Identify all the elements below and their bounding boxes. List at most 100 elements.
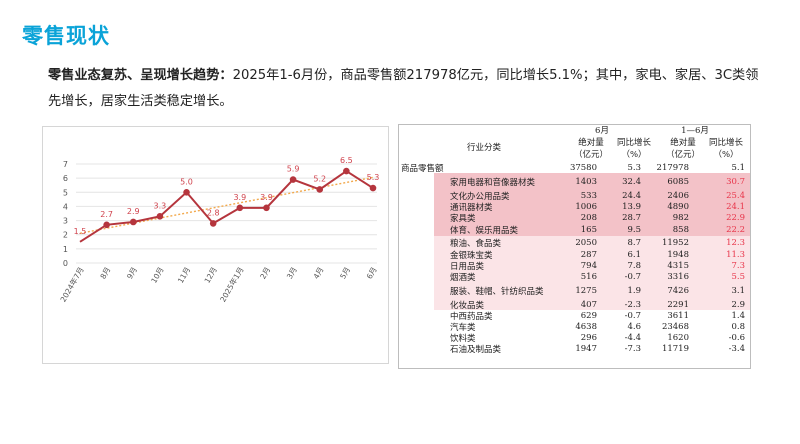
x-tick-label: 6月 (365, 266, 379, 281)
x-tick-label: 2月 (258, 266, 272, 281)
data-label: 5.3 (367, 173, 380, 182)
june-growth: 32.4 (622, 176, 641, 187)
data-point (103, 221, 110, 229)
row-highlight (434, 260, 750, 271)
x-tick-label: 2024年7月 (58, 265, 86, 304)
june-value: 1403 (575, 176, 597, 187)
table-row: 汽车类 4638 4.6 23468 0.8 (399, 321, 750, 333)
data-label: 3.9 (233, 193, 246, 202)
h1-value: 3611 (667, 310, 689, 321)
row-highlight (434, 212, 750, 223)
h1-growth: 0.8 (731, 321, 745, 332)
table-row: 饮料类 296 -4.4 1620 -0.6 (399, 332, 750, 344)
june-value: 516 (580, 271, 597, 282)
category-name: 通讯器材类 (450, 202, 493, 213)
h1-value: 4890 (667, 201, 689, 212)
y-tick-label: 2 (63, 231, 68, 240)
june-growth: -4.4 (624, 332, 641, 343)
june-value: 208 (580, 212, 597, 223)
june-growth: -2.3 (624, 299, 641, 310)
category-name: 日用品类 (450, 261, 485, 272)
june-growth: 5.3 (627, 163, 641, 173)
data-point (183, 188, 190, 196)
x-tick-label: 2025年1月 (217, 265, 245, 304)
june-value: 4638 (575, 321, 597, 332)
h1-growth: 30.7 (726, 176, 745, 187)
h1-value: 1620 (667, 332, 689, 343)
h1-value: 2406 (667, 190, 689, 201)
row-highlight (434, 173, 750, 190)
data-label: 2.7 (100, 210, 113, 219)
category-name: 化妆品类 (450, 300, 485, 311)
data-label: 2.9 (127, 207, 140, 216)
june-growth: 13.9 (622, 201, 641, 212)
header-category: 行业分类 (466, 143, 501, 153)
table-row: 商品零售额 37580 5.3 217978 5.1 (399, 163, 750, 174)
h1-growth: 12.3 (726, 237, 745, 248)
data-point (289, 176, 297, 183)
table-row: 烟酒类 516 -0.7 3316 5.5 (399, 271, 750, 283)
table-row: 金银珠宝类 287 6.1 1948 11.3 (399, 249, 750, 261)
h1-growth: 7.3 (731, 260, 745, 271)
table-row: 日用品类 794 7.8 4315 7.3 (399, 260, 750, 272)
june-value: 296 (580, 332, 597, 343)
row-highlight (434, 299, 750, 310)
row-highlight (434, 282, 750, 299)
header-yoy-june: 同比增长 (616, 138, 651, 148)
june-growth: 1.9 (627, 285, 641, 296)
june-value: 165 (580, 224, 597, 235)
data-label: 1.5 (74, 227, 87, 236)
june-value: 533 (580, 190, 597, 201)
june-growth: 28.7 (622, 212, 641, 223)
header-unit-june: （亿元） (573, 150, 608, 160)
category-name: 文化办公用品类 (450, 191, 510, 202)
table-row: 服装、鞋帽、针纺织品类 1275 1.9 7426 3.1 (399, 282, 750, 299)
h1-value: 11952 (661, 237, 689, 248)
h1-value: 858 (672, 224, 689, 235)
h1-value: 982 (672, 212, 689, 223)
table-row: 家用电器和音像器材类 1403 32.4 6085 30.7 (399, 173, 750, 190)
data-label: 5.9 (287, 165, 300, 174)
h1-value: 6085 (667, 176, 689, 187)
table-row: 通讯器材类 1006 13.9 4890 24.1 (399, 201, 750, 213)
table-row: 粮油、食品类 2050 8.7 11952 12.3 (399, 236, 750, 249)
row-highlight (434, 236, 750, 249)
table-row: 体育、娱乐用品类 165 9.5 858 22.2 (399, 223, 750, 236)
category-name: 服装、鞋帽、针纺织品类 (450, 286, 544, 297)
y-tick-label: 1 (63, 245, 68, 254)
h1-value: 1948 (667, 249, 689, 260)
data-point (263, 204, 270, 212)
h1-value: 7426 (667, 285, 689, 296)
data-label: 5.2 (313, 174, 326, 183)
row-highlight (434, 223, 750, 236)
y-tick-label: 0 (63, 259, 68, 268)
h1-value: 4315 (667, 260, 689, 271)
june-value: 407 (580, 299, 597, 310)
summary-heading: 零售业态复苏、呈现增长趋势： (48, 68, 233, 83)
category-name: 烟酒类 (450, 272, 476, 283)
header-abs-june: 绝对量 (578, 138, 604, 148)
june-growth: 8.7 (627, 237, 641, 248)
chart-svg: 0 1 2 3 4 5 6 7 2024年7月 8月 9月 10月 11月 12月 2025年1月 2月 3月 4… (58, 156, 380, 304)
table-row: 石油及制品类 1947 -7.3 11719 -3.4 (399, 343, 750, 355)
table-row: 文化办公用品类 533 24.4 2406 25.4 (399, 190, 750, 202)
category-name: 家具类 (450, 213, 476, 224)
data-label: 5.0 (180, 177, 193, 186)
data-point (129, 218, 137, 226)
series-line (79, 169, 374, 243)
y-tick-label: 3 (63, 217, 68, 226)
header-pct-h1: （%） (713, 150, 739, 160)
x-tick-label: 9月 (125, 266, 139, 281)
h1-growth: 11.3 (726, 249, 745, 260)
june-value: 1006 (575, 201, 597, 212)
category-name: 中西药品类 (450, 311, 493, 322)
h1-value: 3316 (667, 271, 689, 282)
data-point (156, 213, 164, 220)
x-tick-label: 8月 (98, 266, 112, 281)
retail-category-table: 行业分类 6月 绝对量 （亿元） 同比增长 （%） 1—6月 绝对量 （亿元） 同比增长 （%） 商… (398, 124, 751, 369)
category-name: 金银珠宝类 (450, 250, 493, 261)
data-point (343, 167, 350, 175)
category-name: 家用电器和音像器材类 (450, 177, 536, 188)
data-point (369, 184, 377, 192)
header-yoy-h1: 同比增长 (708, 138, 743, 148)
